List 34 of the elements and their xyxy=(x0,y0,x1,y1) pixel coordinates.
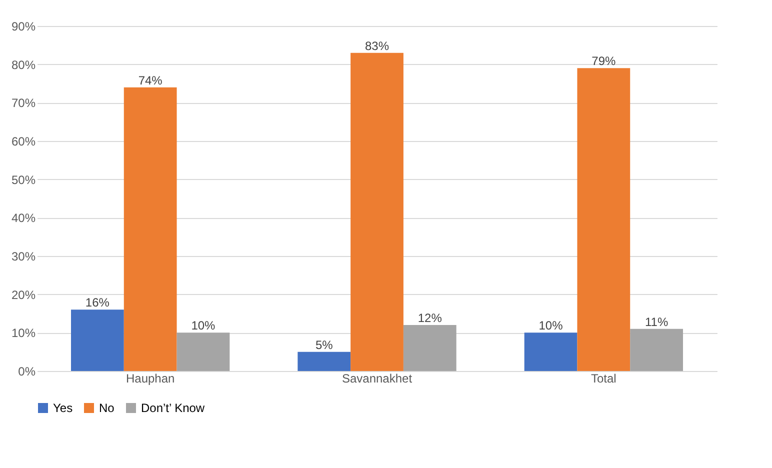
x-tick-label: Hauphan xyxy=(126,372,175,386)
bar xyxy=(71,310,124,371)
data-label: 74% xyxy=(138,73,163,88)
y-tick-label: 10% xyxy=(11,326,36,340)
bar xyxy=(524,332,578,371)
bar xyxy=(176,332,230,371)
legend-label: Don’t’ Know xyxy=(141,401,205,415)
x-tick-label: Savannakhet xyxy=(342,372,413,386)
data-label: 10% xyxy=(191,318,216,333)
data-label: 10% xyxy=(538,318,564,333)
y-tick-label: 60% xyxy=(11,134,36,148)
legend-label: No xyxy=(99,401,115,415)
data-label: 83% xyxy=(364,38,390,53)
x-tick-label: Total xyxy=(590,372,616,386)
y-tick-label: 0% xyxy=(18,364,36,378)
data-label: 11% xyxy=(644,314,668,329)
data-label: 5% xyxy=(315,338,334,352)
bar xyxy=(350,52,404,371)
data-label: 79% xyxy=(592,54,616,68)
bar xyxy=(577,68,630,371)
bar xyxy=(403,325,456,371)
y-tick-label: 90% xyxy=(11,20,36,34)
bar xyxy=(124,87,177,371)
y-tick-label: 80% xyxy=(11,58,36,72)
bar xyxy=(630,328,683,371)
y-tick-label: 40% xyxy=(11,211,36,226)
data-label: 12% xyxy=(418,311,442,325)
legend-label: Yes xyxy=(53,401,73,415)
y-tick-label: 50% xyxy=(11,172,36,187)
y-tick-label: 30% xyxy=(11,250,36,264)
y-tick-label: 20% xyxy=(11,288,36,302)
bar xyxy=(298,352,351,371)
y-tick-label: 70% xyxy=(11,96,36,110)
data-label: 16% xyxy=(85,296,110,310)
